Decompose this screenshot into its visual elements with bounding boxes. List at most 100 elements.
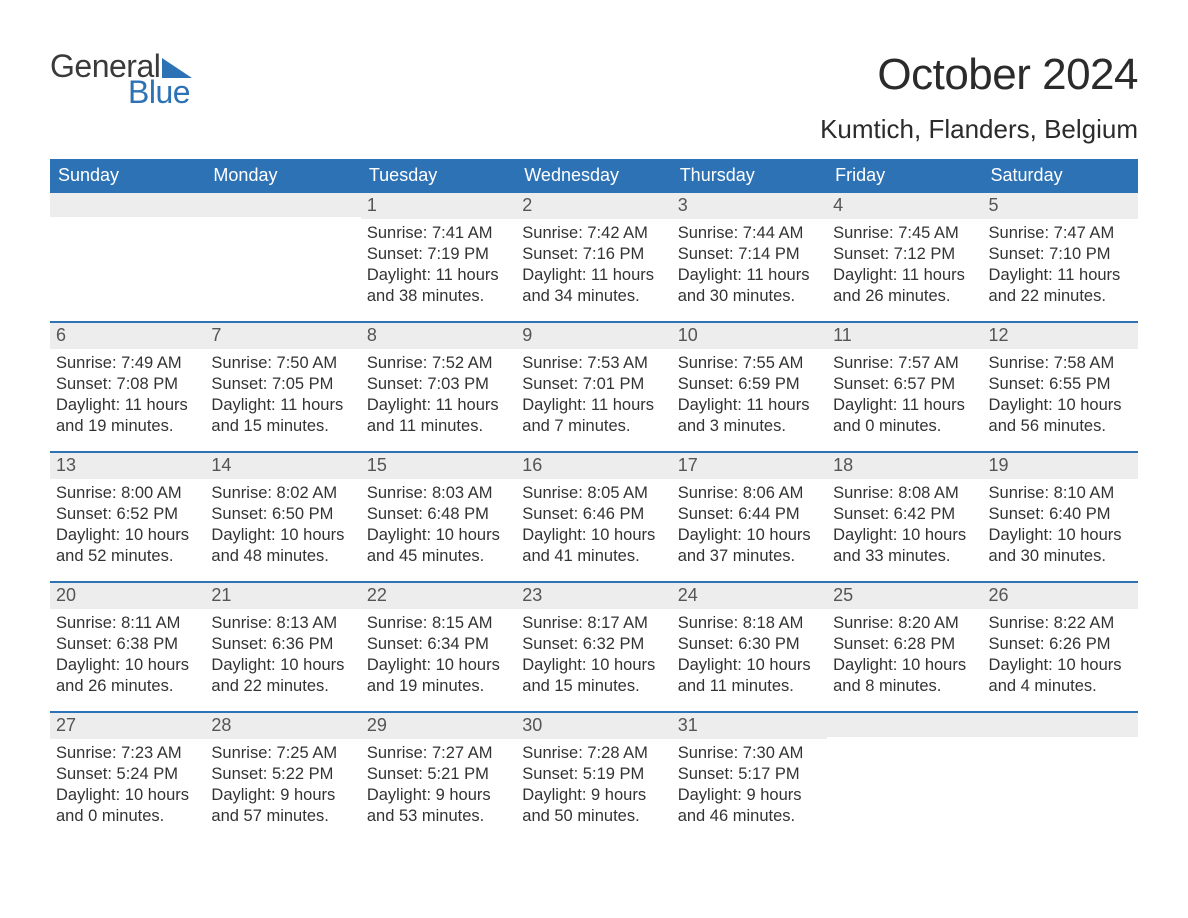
- sunrise-text: Sunrise: 7:28 AM: [522, 743, 665, 764]
- day-body: Sunrise: 7:44 AMSunset: 7:14 PMDaylight:…: [672, 219, 827, 317]
- day-cell: 1Sunrise: 7:41 AMSunset: 7:19 PMDaylight…: [361, 193, 516, 321]
- sunset-text: Sunset: 7:16 PM: [522, 244, 665, 265]
- sunrise-text: Sunrise: 7:57 AM: [833, 353, 976, 374]
- page-title: October 2024: [820, 50, 1138, 100]
- day-number: [50, 193, 205, 217]
- day-cell: 19Sunrise: 8:10 AMSunset: 6:40 PMDayligh…: [983, 453, 1138, 581]
- day-cell: 17Sunrise: 8:06 AMSunset: 6:44 PMDayligh…: [672, 453, 827, 581]
- day-number: 16: [516, 453, 671, 479]
- sunset-text: Sunset: 7:01 PM: [522, 374, 665, 395]
- day-body: Sunrise: 8:17 AMSunset: 6:32 PMDaylight:…: [516, 609, 671, 707]
- day-cell: 5Sunrise: 7:47 AMSunset: 7:10 PMDaylight…: [983, 193, 1138, 321]
- day-body: Sunrise: 7:25 AMSunset: 5:22 PMDaylight:…: [205, 739, 360, 837]
- week-row: 1Sunrise: 7:41 AMSunset: 7:19 PMDaylight…: [50, 193, 1138, 321]
- day-body: Sunrise: 7:45 AMSunset: 7:12 PMDaylight:…: [827, 219, 982, 317]
- day-cell: [205, 193, 360, 321]
- day-number: 8: [361, 323, 516, 349]
- daylight-text: Daylight: 11 hours and 22 minutes.: [989, 265, 1132, 307]
- day-cell: 15Sunrise: 8:03 AMSunset: 6:48 PMDayligh…: [361, 453, 516, 581]
- sunrise-text: Sunrise: 7:49 AM: [56, 353, 199, 374]
- day-body: Sunrise: 8:10 AMSunset: 6:40 PMDaylight:…: [983, 479, 1138, 577]
- day-number: 15: [361, 453, 516, 479]
- day-body: Sunrise: 8:22 AMSunset: 6:26 PMDaylight:…: [983, 609, 1138, 707]
- daylight-text: Daylight: 10 hours and 56 minutes.: [989, 395, 1132, 437]
- sunset-text: Sunset: 6:59 PM: [678, 374, 821, 395]
- week-row: 27Sunrise: 7:23 AMSunset: 5:24 PMDayligh…: [50, 711, 1138, 841]
- daylight-text: Daylight: 10 hours and 15 minutes.: [522, 655, 665, 697]
- daylight-text: Daylight: 10 hours and 48 minutes.: [211, 525, 354, 567]
- weekday-header: Monday: [205, 159, 360, 193]
- header: General Blue October 2024 Kumtich, Fland…: [50, 50, 1138, 145]
- day-cell: 7Sunrise: 7:50 AMSunset: 7:05 PMDaylight…: [205, 323, 360, 451]
- daylight-text: Daylight: 9 hours and 46 minutes.: [678, 785, 821, 827]
- sunset-text: Sunset: 7:12 PM: [833, 244, 976, 265]
- day-body: Sunrise: 8:20 AMSunset: 6:28 PMDaylight:…: [827, 609, 982, 707]
- day-cell: [827, 713, 982, 841]
- daylight-text: Daylight: 10 hours and 41 minutes.: [522, 525, 665, 567]
- day-number: 25: [827, 583, 982, 609]
- daylight-text: Daylight: 11 hours and 15 minutes.: [211, 395, 354, 437]
- day-cell: 16Sunrise: 8:05 AMSunset: 6:46 PMDayligh…: [516, 453, 671, 581]
- sunrise-text: Sunrise: 7:30 AM: [678, 743, 821, 764]
- daylight-text: Daylight: 10 hours and 22 minutes.: [211, 655, 354, 697]
- sunrise-text: Sunrise: 7:52 AM: [367, 353, 510, 374]
- day-cell: 10Sunrise: 7:55 AMSunset: 6:59 PMDayligh…: [672, 323, 827, 451]
- day-number: 11: [827, 323, 982, 349]
- day-cell: 29Sunrise: 7:27 AMSunset: 5:21 PMDayligh…: [361, 713, 516, 841]
- day-body: Sunrise: 8:11 AMSunset: 6:38 PMDaylight:…: [50, 609, 205, 707]
- sunrise-text: Sunrise: 7:53 AM: [522, 353, 665, 374]
- sunrise-text: Sunrise: 7:47 AM: [989, 223, 1132, 244]
- location-label: Kumtich, Flanders, Belgium: [820, 114, 1138, 145]
- day-cell: 21Sunrise: 8:13 AMSunset: 6:36 PMDayligh…: [205, 583, 360, 711]
- sunset-text: Sunset: 6:34 PM: [367, 634, 510, 655]
- day-cell: [983, 713, 1138, 841]
- sunrise-text: Sunrise: 7:27 AM: [367, 743, 510, 764]
- sunrise-text: Sunrise: 8:20 AM: [833, 613, 976, 634]
- day-number: 28: [205, 713, 360, 739]
- sunrise-text: Sunrise: 8:00 AM: [56, 483, 199, 504]
- day-body: Sunrise: 8:03 AMSunset: 6:48 PMDaylight:…: [361, 479, 516, 577]
- day-body: Sunrise: 7:53 AMSunset: 7:01 PMDaylight:…: [516, 349, 671, 447]
- day-cell: 20Sunrise: 8:11 AMSunset: 6:38 PMDayligh…: [50, 583, 205, 711]
- sunrise-text: Sunrise: 8:15 AM: [367, 613, 510, 634]
- sunrise-text: Sunrise: 8:02 AM: [211, 483, 354, 504]
- weeks-container: 1Sunrise: 7:41 AMSunset: 7:19 PMDaylight…: [50, 193, 1138, 841]
- daylight-text: Daylight: 11 hours and 11 minutes.: [367, 395, 510, 437]
- sunset-text: Sunset: 5:22 PM: [211, 764, 354, 785]
- day-number: 27: [50, 713, 205, 739]
- day-number: 14: [205, 453, 360, 479]
- day-body: Sunrise: 8:15 AMSunset: 6:34 PMDaylight:…: [361, 609, 516, 707]
- daylight-text: Daylight: 10 hours and 11 minutes.: [678, 655, 821, 697]
- sunrise-text: Sunrise: 7:58 AM: [989, 353, 1132, 374]
- day-number: 29: [361, 713, 516, 739]
- weekday-header-row: Sunday Monday Tuesday Wednesday Thursday…: [50, 159, 1138, 193]
- sunset-text: Sunset: 6:50 PM: [211, 504, 354, 525]
- daylight-text: Daylight: 10 hours and 0 minutes.: [56, 785, 199, 827]
- day-body: Sunrise: 7:50 AMSunset: 7:05 PMDaylight:…: [205, 349, 360, 447]
- daylight-text: Daylight: 9 hours and 50 minutes.: [522, 785, 665, 827]
- logo: General Blue: [50, 50, 192, 108]
- sunset-text: Sunset: 6:28 PM: [833, 634, 976, 655]
- day-cell: 30Sunrise: 7:28 AMSunset: 5:19 PMDayligh…: [516, 713, 671, 841]
- day-number: 6: [50, 323, 205, 349]
- daylight-text: Daylight: 9 hours and 57 minutes.: [211, 785, 354, 827]
- day-number: [205, 193, 360, 217]
- sunset-text: Sunset: 6:44 PM: [678, 504, 821, 525]
- day-body: Sunrise: 8:13 AMSunset: 6:36 PMDaylight:…: [205, 609, 360, 707]
- daylight-text: Daylight: 10 hours and 37 minutes.: [678, 525, 821, 567]
- day-number: 9: [516, 323, 671, 349]
- day-cell: 4Sunrise: 7:45 AMSunset: 7:12 PMDaylight…: [827, 193, 982, 321]
- sunrise-text: Sunrise: 8:05 AM: [522, 483, 665, 504]
- day-cell: 24Sunrise: 8:18 AMSunset: 6:30 PMDayligh…: [672, 583, 827, 711]
- day-cell: 25Sunrise: 8:20 AMSunset: 6:28 PMDayligh…: [827, 583, 982, 711]
- sunset-text: Sunset: 5:21 PM: [367, 764, 510, 785]
- daylight-text: Daylight: 11 hours and 19 minutes.: [56, 395, 199, 437]
- day-body: Sunrise: 7:30 AMSunset: 5:17 PMDaylight:…: [672, 739, 827, 837]
- sunrise-text: Sunrise: 8:17 AM: [522, 613, 665, 634]
- day-body: Sunrise: 7:55 AMSunset: 6:59 PMDaylight:…: [672, 349, 827, 447]
- day-body: Sunrise: 8:08 AMSunset: 6:42 PMDaylight:…: [827, 479, 982, 577]
- daylight-text: Daylight: 10 hours and 52 minutes.: [56, 525, 199, 567]
- day-cell: 12Sunrise: 7:58 AMSunset: 6:55 PMDayligh…: [983, 323, 1138, 451]
- day-body: Sunrise: 8:05 AMSunset: 6:46 PMDaylight:…: [516, 479, 671, 577]
- daylight-text: Daylight: 11 hours and 34 minutes.: [522, 265, 665, 307]
